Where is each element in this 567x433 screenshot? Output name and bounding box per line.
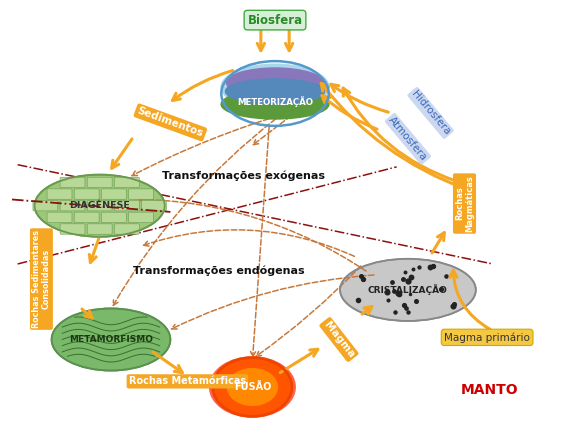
Text: Hidrosfera: Hidrosfera bbox=[409, 89, 452, 137]
Text: DIAGÉNESE: DIAGÉNESE bbox=[69, 201, 130, 210]
Ellipse shape bbox=[52, 308, 170, 371]
Text: CRISTALIZAÇÃO: CRISTALIZAÇÃO bbox=[368, 284, 448, 295]
Text: Sedimentos: Sedimentos bbox=[136, 106, 205, 139]
Text: METAMORFISMO: METAMORFISMO bbox=[69, 335, 153, 344]
Text: Transformações endógenas: Transformações endógenas bbox=[133, 265, 304, 276]
FancyBboxPatch shape bbox=[47, 189, 72, 199]
FancyBboxPatch shape bbox=[47, 212, 72, 223]
Text: Transformações exógenas: Transformações exógenas bbox=[162, 170, 325, 181]
Ellipse shape bbox=[226, 79, 324, 103]
Text: Rochas Metamórficas: Rochas Metamórficas bbox=[129, 376, 246, 386]
Text: Magma: Magma bbox=[321, 320, 356, 359]
FancyBboxPatch shape bbox=[87, 177, 112, 187]
Ellipse shape bbox=[221, 90, 329, 119]
Ellipse shape bbox=[213, 358, 292, 417]
FancyBboxPatch shape bbox=[60, 177, 85, 187]
Ellipse shape bbox=[340, 259, 476, 321]
FancyBboxPatch shape bbox=[115, 224, 139, 234]
Text: METEORIZAÇÃO: METEORIZAÇÃO bbox=[237, 96, 313, 107]
FancyBboxPatch shape bbox=[74, 189, 99, 199]
FancyBboxPatch shape bbox=[74, 212, 99, 223]
FancyBboxPatch shape bbox=[115, 200, 139, 211]
Ellipse shape bbox=[227, 368, 278, 406]
FancyBboxPatch shape bbox=[129, 189, 154, 199]
Ellipse shape bbox=[209, 356, 296, 418]
Text: Atmosfera: Atmosfera bbox=[387, 115, 429, 163]
Text: FUSÃO: FUSÃO bbox=[234, 382, 271, 392]
FancyBboxPatch shape bbox=[87, 224, 112, 234]
Ellipse shape bbox=[35, 174, 165, 237]
FancyBboxPatch shape bbox=[60, 224, 85, 234]
FancyBboxPatch shape bbox=[33, 200, 58, 211]
Text: Magma primário: Magma primário bbox=[444, 332, 530, 343]
FancyBboxPatch shape bbox=[101, 212, 126, 223]
Ellipse shape bbox=[227, 68, 323, 97]
FancyBboxPatch shape bbox=[129, 212, 154, 223]
Text: Biosfera: Biosfera bbox=[247, 13, 303, 26]
FancyBboxPatch shape bbox=[115, 177, 139, 187]
Ellipse shape bbox=[221, 65, 329, 110]
FancyBboxPatch shape bbox=[87, 200, 112, 211]
FancyBboxPatch shape bbox=[101, 189, 126, 199]
Text: MANTO: MANTO bbox=[461, 383, 519, 397]
FancyBboxPatch shape bbox=[60, 200, 85, 211]
Text: Rochas Sedimentares
Consolidadas: Rochas Sedimentares Consolidadas bbox=[32, 230, 51, 328]
Text: Rochas
Magmáticas: Rochas Magmáticas bbox=[455, 175, 474, 232]
FancyBboxPatch shape bbox=[142, 200, 167, 211]
